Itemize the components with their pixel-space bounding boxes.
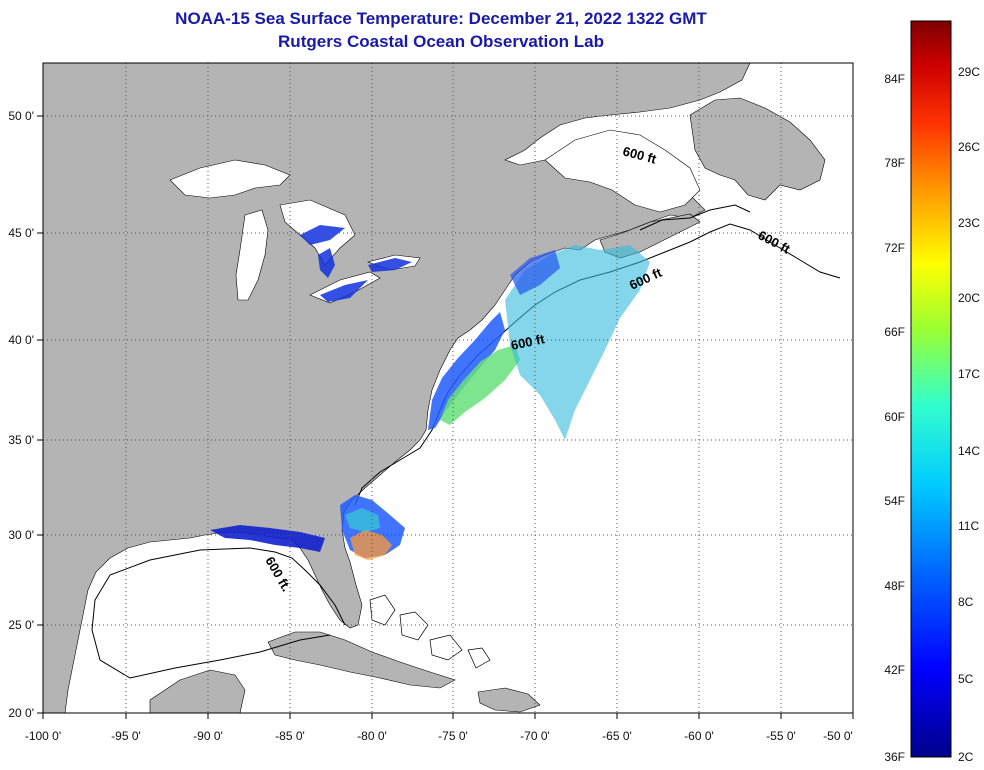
land-cuba xyxy=(267,631,456,689)
x-tick-label: -55 0' xyxy=(766,729,796,743)
sst-data-patches xyxy=(210,225,650,560)
land-newfoundland xyxy=(689,97,826,201)
colorbar-fahrenheit-labels: 84F 78F 72F 66F 60F 54F 48F 42F 36F xyxy=(884,72,905,764)
colorbar-f-label: 66F xyxy=(884,325,905,339)
colorbar-c-label: 2C xyxy=(958,750,974,764)
colorbar-f-label: 72F xyxy=(884,241,905,255)
sst-florida-cyan xyxy=(345,508,380,532)
title-line-1: NOAA-15 Sea Surface Temperature: Decembe… xyxy=(175,9,707,28)
isobath-label-georges-bank: 600 ft xyxy=(510,331,547,353)
sst-midatlantic-band xyxy=(428,312,505,430)
sst-gulfstream-green xyxy=(440,345,520,425)
y-tick-label: 20 0' xyxy=(8,706,34,720)
colorbar-c-label: 20C xyxy=(958,291,980,305)
land-yucatan xyxy=(149,669,246,713)
colorbar-f-label: 54F xyxy=(884,494,905,508)
colorbar-c-label: 5C xyxy=(958,672,974,686)
y-tick-label: 25 0' xyxy=(8,618,34,632)
x-tick-label: -70 0' xyxy=(520,729,550,743)
colorbar-f-label: 42F xyxy=(884,663,905,677)
colorbar-f-label: 36F xyxy=(884,750,905,764)
x-tick-label: -65 0' xyxy=(602,729,632,743)
y-tick-label: 50 0' xyxy=(8,109,34,123)
colorbar-f-label: 48F xyxy=(884,579,905,593)
x-tick-label: -100 0' xyxy=(25,729,61,743)
x-tick-label: -60 0' xyxy=(684,729,714,743)
x-tick-label: -85 0' xyxy=(275,729,305,743)
y-tick-label: 30 0' xyxy=(8,528,34,542)
sst-gulf-of-maine xyxy=(510,250,560,295)
colorbar-celsius-labels: 29C 26C 23C 20C 17C 14C 11C 8C 5C 2C xyxy=(958,65,980,764)
title-line-2: Rutgers Coastal Ocean Observation Lab xyxy=(278,32,604,51)
x-tick-label: -95 0' xyxy=(111,729,141,743)
y-tick-labels: 50 0' 45 0' 40 0' 35 0' 30 0' 25 0' 20 0… xyxy=(8,109,34,720)
colorbar: 84F 78F 72F 66F 60F 54F 48F 42F 36F 29C … xyxy=(884,20,980,764)
x-tick-label: -80 0' xyxy=(357,729,387,743)
x-tick-label: -90 0' xyxy=(193,729,223,743)
colorbar-c-label: 8C xyxy=(958,595,974,609)
land-hispaniola xyxy=(477,687,541,713)
sst-gulf-band xyxy=(210,525,325,552)
map-border xyxy=(42,62,854,714)
colorbar-c-label: 17C xyxy=(958,367,980,381)
sst-northeast-scatter xyxy=(505,245,650,440)
gulf-st-lawrence xyxy=(544,129,701,213)
lake-superior xyxy=(169,159,291,199)
axis-ticks xyxy=(37,115,854,719)
colorbar-gradient xyxy=(910,20,952,758)
sst-florida-warm xyxy=(350,530,392,560)
colorbar-c-label: 29C xyxy=(958,65,980,79)
y-tick-label: 35 0' xyxy=(8,433,34,447)
map-area: 600 ft 600 ft 600 ft 600 ft 600 ft. xyxy=(43,63,853,713)
y-tick-label: 45 0' xyxy=(8,226,34,240)
y-tick-label: 40 0' xyxy=(8,333,34,347)
colorbar-f-label: 60F xyxy=(884,410,905,424)
colorbar-c-label: 26C xyxy=(958,140,980,154)
colorbar-c-label: 11C xyxy=(958,519,979,533)
bahamas-outlines xyxy=(369,594,491,669)
x-tick-labels: -100 0' -95 0' -90 0' -85 0' -80 0' -75 … xyxy=(25,729,853,743)
x-tick-label: -75 0' xyxy=(438,729,468,743)
colorbar-f-label: 84F xyxy=(884,72,905,86)
graticule xyxy=(43,63,853,713)
colorbar-f-label: 78F xyxy=(884,156,905,170)
colorbar-c-label: 23C xyxy=(958,216,980,230)
colorbar-c-label: 14C xyxy=(958,444,980,458)
x-tick-label: -50 0' xyxy=(823,729,853,743)
